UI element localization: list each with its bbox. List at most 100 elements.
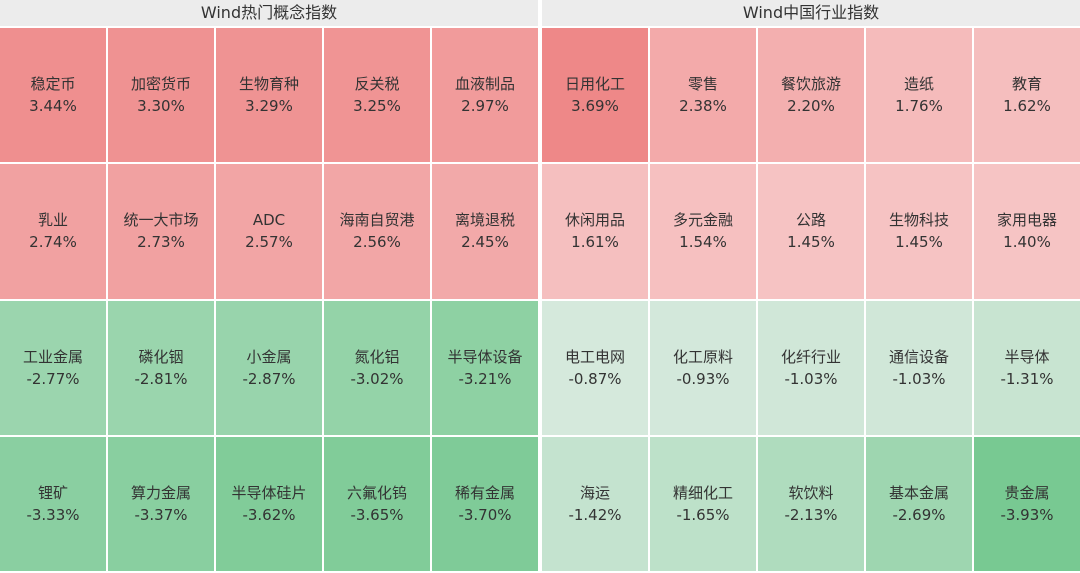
tile-change: -1.31% — [1000, 369, 1054, 388]
tile-change: -3.93% — [1000, 505, 1054, 524]
tile-change: 2.20% — [787, 97, 835, 116]
tile-name: 日用化工 — [564, 75, 625, 94]
tile-name: 磷化铟 — [138, 347, 184, 366]
tile-change: 1.45% — [895, 233, 943, 252]
tile-change: -1.65% — [676, 505, 730, 524]
tile: 餐饮旅游 2.20% — [758, 28, 864, 163]
tile: 稳定币 3.44% — [0, 28, 106, 163]
tile-name: 稳定币 — [30, 75, 76, 94]
tile-name: 公路 — [795, 211, 826, 230]
tile: 锂矿 -3.33% — [0, 436, 106, 571]
tile: 家用电器 1.40% — [974, 164, 1080, 299]
tile: 半导体 -1.31% — [974, 300, 1080, 435]
tile: 生物育种 3.29% — [216, 28, 322, 163]
tile-change: -3.02% — [350, 369, 404, 388]
tile-name: 半导体设备 — [447, 347, 523, 366]
tile-name: 贵金属 — [1004, 483, 1050, 502]
tile-change: 2.97% — [461, 97, 509, 116]
tile: 生物科技 1.45% — [866, 164, 972, 299]
tile-name: 海运 — [579, 483, 610, 502]
tile-grid: 稳定币 3.44% 加密货币 3.30% 生物育种 3.29% 反关税 3.25% 血液制品 2.… — [0, 28, 538, 571]
tile-change: 3.30% — [137, 97, 185, 116]
tile: 反关税 3.25% — [324, 28, 430, 163]
tile-name: 加密货币 — [130, 75, 191, 94]
tile-name: 稀有金属 — [454, 483, 515, 502]
tile-name: 生物科技 — [888, 211, 949, 230]
tile-change: 1.45% — [787, 233, 835, 252]
tile-change: 2.56% — [353, 233, 401, 252]
tile-name: 工业金属 — [22, 347, 83, 366]
tile-name: 化纤行业 — [780, 347, 841, 366]
tile: 公路 1.45% — [758, 164, 864, 299]
tile: 软饮料 -2.13% — [758, 436, 864, 571]
tile-change: 1.54% — [679, 233, 727, 252]
tile-name: 造纸 — [903, 75, 934, 94]
tile: 统一大市场 2.73% — [108, 164, 214, 299]
tile: 教育 1.62% — [974, 28, 1080, 163]
tile-change: -2.13% — [784, 505, 838, 524]
tile-name: 血液制品 — [454, 75, 515, 94]
tile-name: 生物育种 — [238, 75, 299, 94]
tile-name: 化工原料 — [672, 347, 733, 366]
tile-change: 1.61% — [571, 233, 619, 252]
tile-name: 锂矿 — [37, 483, 68, 502]
tile-change: -3.65% — [350, 505, 404, 524]
tile-change: 3.44% — [29, 97, 77, 116]
tile-name: 多元金融 — [672, 211, 733, 230]
tile-change: -3.37% — [134, 505, 188, 524]
tile-name: 算力金属 — [130, 483, 191, 502]
tile-name: 零售 — [687, 75, 718, 94]
tile: ADC 2.57% — [216, 164, 322, 299]
tile: 造纸 1.76% — [866, 28, 972, 163]
tile-change: 1.40% — [1003, 233, 1051, 252]
tile-change: 2.74% — [29, 233, 77, 252]
tile-name: 离境退税 — [454, 211, 515, 230]
tile: 六氟化钨 -3.65% — [324, 436, 430, 571]
tile-change: -2.81% — [134, 369, 188, 388]
tile: 贵金属 -3.93% — [974, 436, 1080, 571]
tile: 海运 -1.42% — [542, 436, 648, 571]
tile-change: 1.76% — [895, 97, 943, 116]
tile-name: 餐饮旅游 — [780, 75, 841, 94]
tile-change: -3.33% — [26, 505, 80, 524]
tile: 算力金属 -3.37% — [108, 436, 214, 571]
tile-change: -1.03% — [784, 369, 838, 388]
tile-name: 精细化工 — [672, 483, 733, 502]
tile-name: ADC — [252, 211, 286, 230]
panel-title: Wind热门概念指数 — [0, 0, 538, 26]
tile-name: 乳业 — [37, 211, 68, 230]
tile: 加密货币 3.30% — [108, 28, 214, 163]
tile-change: 3.25% — [353, 97, 401, 116]
tile: 化工原料 -0.93% — [650, 300, 756, 435]
tile: 多元金融 1.54% — [650, 164, 756, 299]
tile: 电工电网 -0.87% — [542, 300, 648, 435]
tile-change: 2.38% — [679, 97, 727, 116]
tile-name: 半导体硅片 — [231, 483, 307, 502]
tile-change: 1.62% — [1003, 97, 1051, 116]
tile: 乳业 2.74% — [0, 164, 106, 299]
tile-name: 休闲用品 — [564, 211, 625, 230]
tile: 小金属 -2.87% — [216, 300, 322, 435]
tile-change: 3.29% — [245, 97, 293, 116]
tile-name: 通信设备 — [888, 347, 949, 366]
tile-name: 氮化铝 — [354, 347, 400, 366]
tile-change: -1.42% — [568, 505, 622, 524]
tile: 半导体设备 -3.21% — [432, 300, 538, 435]
panel: Wind热门概念指数稳定币 3.44% 加密货币 3.30% 生物育种 3.29% 反关税 3… — [0, 0, 538, 571]
tile-change: -2.77% — [26, 369, 80, 388]
tile-grid: 日用化工 3.69% 零售 2.38% 餐饮旅游 2.20% 造纸 1.76% 教育 1.62% 休… — [542, 28, 1080, 571]
tile: 精细化工 -1.65% — [650, 436, 756, 571]
tile: 基本金属 -2.69% — [866, 436, 972, 571]
tile: 氮化铝 -3.02% — [324, 300, 430, 435]
tile: 血液制品 2.97% — [432, 28, 538, 163]
tile-change: 3.69% — [571, 97, 619, 116]
tile-name: 电工电网 — [564, 347, 625, 366]
tile-name: 统一大市场 — [123, 211, 199, 230]
tile-name: 小金属 — [246, 347, 292, 366]
tile-change: -1.03% — [892, 369, 946, 388]
tile-change: -3.62% — [242, 505, 296, 524]
tile: 稀有金属 -3.70% — [432, 436, 538, 571]
tile-change: -0.93% — [676, 369, 730, 388]
tile-name: 海南自贸港 — [339, 211, 415, 230]
tile-change: 2.45% — [461, 233, 509, 252]
